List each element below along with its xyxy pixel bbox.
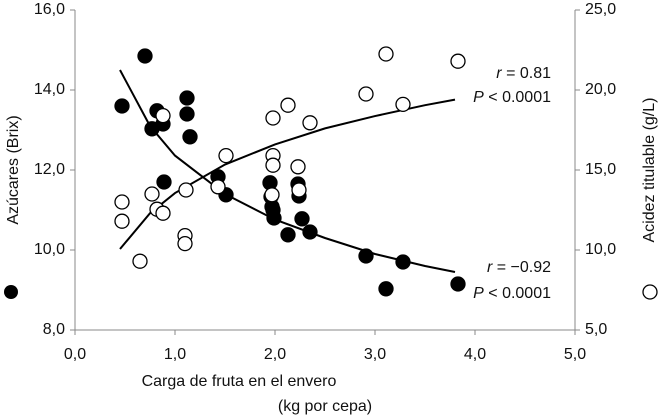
y2-tick-label: 10,0 [585,241,616,258]
annotation-text: < 0.0001 [484,285,551,302]
point [395,254,411,270]
point [378,281,394,297]
y2-tick-label: 15,0 [585,161,616,178]
y2-tick-label: 5,0 [585,321,607,338]
point [280,227,296,243]
point [155,107,171,124]
y-tick-label: 10,0 [34,241,65,258]
x-axis-title: (kg por cepa) [278,398,372,415]
legend-marker [642,284,658,300]
x-tick-label: 3,0 [364,346,386,363]
point [178,182,194,198]
point [264,187,280,203]
annotation: P < 0.0001 [473,89,551,106]
point [179,90,195,106]
point [302,115,318,131]
point [358,86,374,102]
y-tick-label: 8,0 [43,321,65,338]
point [265,202,281,218]
point [290,159,306,175]
annotation-var: P [473,89,484,106]
point [378,46,394,62]
annotation-var: r [487,259,493,276]
annotation: P < 0.0001 [473,285,551,302]
point [395,96,411,113]
point [294,211,310,227]
annotation-var: P [473,285,484,302]
point [210,179,226,195]
point [280,97,296,113]
point [291,182,307,198]
annotation: r = −0.92 [487,259,551,276]
y-axis-title: Azúcares (Brix) [5,115,22,224]
y2-tick-label: 25,0 [585,1,616,18]
point [450,276,466,292]
point [155,205,171,221]
point [144,186,160,202]
point [450,53,466,69]
annotation-text: = 0.81 [502,65,551,82]
point [265,110,281,126]
x-tick-label: 2,0 [264,346,286,363]
y2-axis-title: Acidez titulable (g/L) [641,98,658,243]
y2-tick-label: 20,0 [585,81,616,98]
point [179,106,195,122]
annotation-var: r [496,65,502,82]
annotation-text: < 0.0001 [484,89,551,106]
y-tick-label: 16,0 [34,1,65,18]
annotation: r = 0.81 [496,65,551,82]
point [177,235,193,252]
point [114,213,130,229]
y-tick-label: 14,0 [34,81,65,98]
x-tick-label: 1,0 [164,346,186,363]
legend-marker [4,285,18,299]
point [182,129,198,145]
point [114,194,130,210]
annotation-text: = −0.92 [492,259,551,276]
x-tick-label: 4,0 [464,346,486,363]
x-axis-title: Carga de fruta en el envero [142,373,337,390]
point [302,224,318,240]
x-tick-label: 0,0 [64,346,86,363]
point [137,48,153,64]
point [265,157,281,173]
y-tick-label: 12,0 [34,161,65,178]
x-tick-label: 5,0 [564,346,586,363]
point [358,248,374,264]
point [218,147,234,164]
point [156,174,172,190]
point [132,253,148,269]
point [114,98,130,114]
